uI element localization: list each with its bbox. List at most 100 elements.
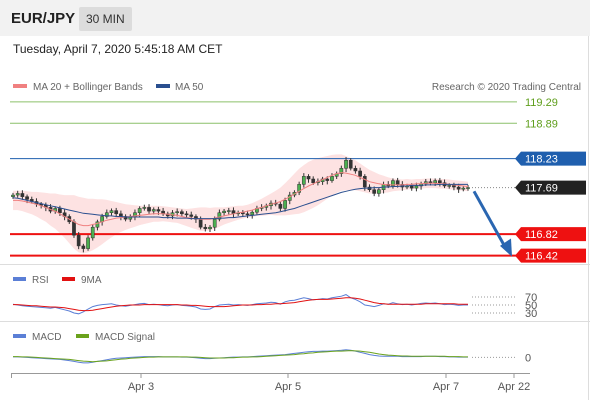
candle-body xyxy=(11,194,15,197)
candle-body xyxy=(175,211,180,213)
level-labels: 119.29 118.89 118.23 117.69 116.82 116.42 xyxy=(515,97,586,263)
ma50-legend-label: MA 50 xyxy=(175,82,204,93)
candle-body xyxy=(461,187,466,190)
rsi-ma-legend-swatch xyxy=(62,277,75,281)
candle-body xyxy=(226,210,231,212)
bollinger-band-area xyxy=(13,154,468,254)
candle-body xyxy=(362,176,367,188)
x-axis-tick-label: Apr 7 xyxy=(433,381,459,393)
x-axis-tick-label: Apr 5 xyxy=(275,381,301,393)
macd-tick-label: 0 xyxy=(525,352,531,364)
candle-body xyxy=(245,213,250,216)
currency-pair-title: EUR/JPY xyxy=(11,10,76,27)
candle-body xyxy=(348,160,353,169)
candle-body xyxy=(184,213,189,216)
ma50-line xyxy=(12,183,468,220)
candle-body xyxy=(438,180,442,183)
macd-legend-label: MACD xyxy=(32,332,61,343)
candle-body xyxy=(428,181,433,183)
candle-body xyxy=(189,214,194,217)
rsi-series-line xyxy=(13,297,468,312)
forecast-arrow xyxy=(472,190,512,257)
forecast-arrow-head xyxy=(500,238,512,257)
rsi-ma-legend-label: 9MA xyxy=(81,275,102,286)
candle-body xyxy=(212,218,217,228)
candle-body xyxy=(240,212,245,215)
candle-body xyxy=(72,221,76,236)
forecast-arrow-shaft xyxy=(472,190,508,250)
macd-panel: 0 xyxy=(13,349,531,364)
candle-body xyxy=(180,211,184,215)
candle-body xyxy=(156,209,161,212)
x-axis-tick-label: Apr 22 xyxy=(498,381,530,393)
timeframe-badge[interactable]: 30 MIN xyxy=(79,7,132,31)
ma50-legend-swatch xyxy=(156,84,170,88)
candle-body xyxy=(297,184,301,193)
candle-body xyxy=(353,168,358,172)
ma20-line xyxy=(13,172,469,227)
macd-signal-legend-swatch xyxy=(76,334,89,338)
candle-body xyxy=(20,193,25,197)
candle-body xyxy=(104,212,109,217)
candle-body xyxy=(395,180,400,185)
candle-body xyxy=(372,189,377,194)
candle-body xyxy=(250,211,255,216)
x-axis: Apr 3 Apr 5 Apr 7 Apr 22 xyxy=(11,373,530,393)
candle-body xyxy=(311,178,316,183)
candle-body xyxy=(198,218,203,228)
ma20-legend-swatch xyxy=(13,84,27,88)
rsi-tick-label: 70 xyxy=(525,292,537,304)
candle-body xyxy=(109,210,114,213)
candle-body xyxy=(123,216,128,220)
candle-body xyxy=(330,176,334,181)
header-bar: EUR/JPY 30 MIN xyxy=(0,0,590,36)
candle-body xyxy=(90,226,95,239)
credit-text: Research © 2020 Trading Central xyxy=(432,82,581,93)
candle-body xyxy=(325,178,330,181)
target-level-label: 119.29 xyxy=(525,97,558,109)
candle-body xyxy=(301,176,306,185)
candle-body xyxy=(423,181,428,185)
candle-body xyxy=(151,209,156,212)
candle-body xyxy=(217,212,222,220)
x-axis-tick-label: Apr 3 xyxy=(128,381,154,393)
target-level-label: 118.89 xyxy=(525,118,558,130)
support-level-label: 116.42 xyxy=(525,251,558,263)
support-level-label: 116.82 xyxy=(525,229,558,241)
macd-legend-swatch xyxy=(13,334,26,338)
candle-body xyxy=(194,216,198,220)
moving-averages xyxy=(12,172,469,227)
candle-body xyxy=(95,221,100,228)
candle-body xyxy=(391,180,395,187)
timestamp: Tuesday, April 7, 2020 5:45:18 AM CET xyxy=(13,42,223,56)
candle-body xyxy=(208,226,212,230)
candle-body xyxy=(339,168,344,174)
support-level-tag xyxy=(515,248,586,263)
resistance-level-label: 118.23 xyxy=(525,154,558,166)
candle-body xyxy=(409,185,414,189)
candle-body xyxy=(414,185,419,189)
price-levels xyxy=(10,101,517,257)
candle-body xyxy=(433,180,438,183)
ma20-legend-label: MA 20 + Bollinger Bands xyxy=(33,82,143,93)
rsi-tick-label: 50 xyxy=(525,300,537,312)
rsi-legend-label: RSI xyxy=(32,275,49,286)
candle-body xyxy=(358,170,362,177)
candle-body xyxy=(456,186,461,190)
candle-body xyxy=(344,160,348,169)
macd-signal-legend-label: MACD Signal xyxy=(95,332,155,343)
candle-body xyxy=(142,207,147,209)
last-price-tag xyxy=(515,180,586,195)
candle-body xyxy=(15,193,20,196)
candle-body xyxy=(25,196,29,200)
candle-body xyxy=(377,189,381,194)
rsi-tick-label: 30 xyxy=(525,308,537,320)
rsi-legend-swatch xyxy=(13,277,26,281)
candle-body xyxy=(39,203,43,206)
candle-body xyxy=(466,187,470,189)
candle-body xyxy=(452,185,456,188)
candle-body xyxy=(283,200,287,209)
candle-body xyxy=(203,226,208,230)
